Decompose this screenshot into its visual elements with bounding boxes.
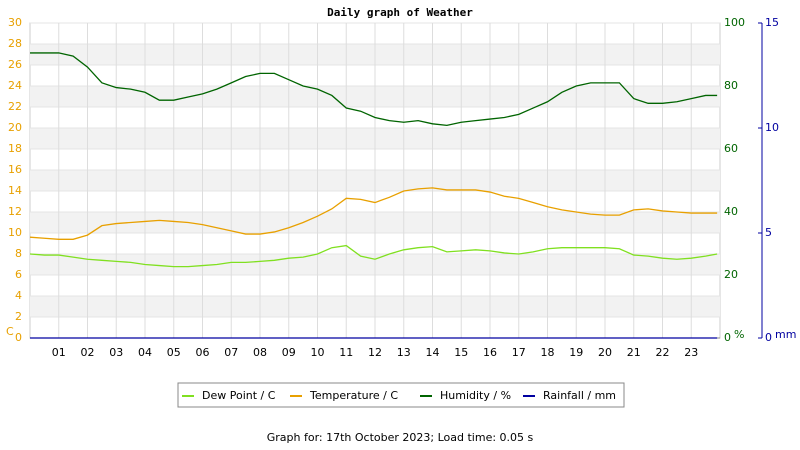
x-tick-label: 05 — [167, 346, 181, 359]
legend-label: Temperature / C — [309, 389, 398, 402]
y3-tick-label: 5 — [765, 226, 772, 239]
series-line — [30, 52, 718, 127]
legend-label: Rainfall / mm — [543, 389, 616, 402]
y-tick-label: 16 — [8, 163, 22, 176]
y3-tick-label: 10 — [765, 121, 779, 134]
y3-tick-label: 0 — [765, 331, 772, 344]
x-tick-label: 13 — [397, 346, 411, 359]
x-tick-label: 02 — [81, 346, 95, 359]
x-tick-label: 16 — [483, 346, 497, 359]
y2-tick-label: 20 — [724, 268, 738, 281]
y-tick-label: 8 — [15, 247, 22, 260]
y2-tick-label: 80 — [724, 79, 738, 92]
x-tick-label: 21 — [627, 346, 641, 359]
y-tick-label: 18 — [8, 142, 22, 155]
y-tick-label: 0 — [15, 331, 22, 344]
x-tick-label: 23 — [684, 346, 698, 359]
legend-label: Humidity / % — [440, 389, 511, 402]
series-line — [29, 244, 718, 268]
x-tick-label: 03 — [109, 346, 123, 359]
x-tick-label: 10 — [311, 346, 325, 359]
y3-tick-label: 15 — [765, 16, 779, 29]
y2-tick-label: 0 — [724, 331, 731, 344]
x-tick-label: 01 — [52, 346, 66, 359]
y-tick-label: 4 — [15, 289, 22, 302]
chart-title: Daily graph of Weather — [327, 6, 473, 19]
x-tick-label: 09 — [282, 346, 296, 359]
x-tick-label: 17 — [512, 346, 526, 359]
y-axis-label: C — [6, 325, 14, 338]
y-tick-label: 26 — [8, 58, 22, 71]
x-tick-label: 11 — [339, 346, 353, 359]
x-tick-label: 18 — [541, 346, 555, 359]
y-tick-label: 12 — [8, 205, 22, 218]
x-tick-label: 12 — [368, 346, 382, 359]
series-line — [29, 187, 718, 240]
y3-axis-label: mm — [775, 328, 796, 341]
y-tick-label: 22 — [8, 100, 22, 113]
x-tick-label: 08 — [253, 346, 267, 359]
y2-tick-label: 100 — [724, 16, 745, 29]
y-tick-label: 20 — [8, 121, 22, 134]
x-tick-label: 22 — [656, 346, 670, 359]
y2-tick-label: 60 — [724, 142, 738, 155]
legend-box — [177, 382, 625, 408]
legend-label: Dew Point / C — [202, 389, 276, 402]
x-tick-label: 07 — [224, 346, 238, 359]
x-tick-label: 06 — [196, 346, 210, 359]
y2-axis-label: % — [734, 328, 744, 341]
plot-background — [29, 22, 721, 339]
y2-tick-label: 40 — [724, 205, 738, 218]
y-tick-label: 6 — [15, 268, 22, 281]
y-tick-label: 2 — [15, 310, 22, 323]
y-tick-label: 24 — [8, 79, 22, 92]
x-tick-label: 20 — [598, 346, 612, 359]
footer: Graph for: 17th October 2023; Load time:… — [267, 431, 534, 444]
y-tick-label: 28 — [8, 37, 22, 50]
y-tick-label: 14 — [8, 184, 22, 197]
x-tick-label: 19 — [569, 346, 583, 359]
x-tick-label: 15 — [454, 346, 468, 359]
x-tick-label: 04 — [138, 346, 152, 359]
x-tick-label: 14 — [426, 346, 440, 359]
y-tick-label: 30 — [8, 16, 22, 29]
y-tick-label: 10 — [8, 226, 22, 239]
